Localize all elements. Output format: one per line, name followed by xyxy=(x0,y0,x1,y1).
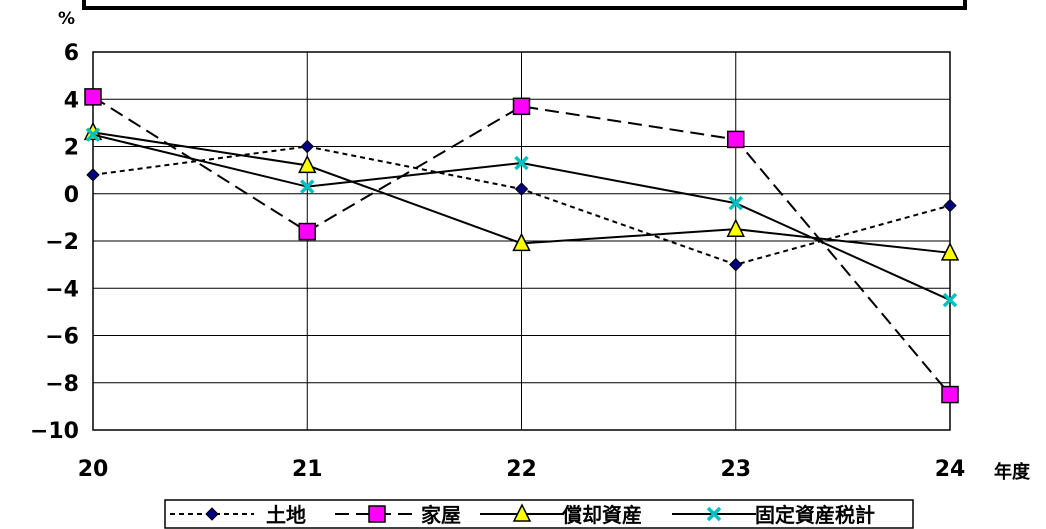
series-line xyxy=(92,96,951,396)
data-point xyxy=(942,292,958,308)
data-point xyxy=(941,385,959,404)
grid xyxy=(92,51,951,431)
data-point xyxy=(728,195,743,211)
y-axis-ticks: 6 4 2 0 −2 −4 −6 −8 −10 xyxy=(30,41,79,444)
data-point xyxy=(726,218,745,237)
data-point xyxy=(298,154,317,174)
x-unit-label: 年度 xyxy=(994,461,1031,483)
legend: 土地 家屋 償却資産 固定資産税計 xyxy=(164,499,914,529)
legend-swatch-marker xyxy=(512,503,532,522)
legend-swatch-marker xyxy=(368,505,386,523)
legend-item-4: 固定資産税計 xyxy=(672,503,875,527)
legend-label: 償却資産 xyxy=(561,503,642,527)
y-tick-label: 0 xyxy=(64,183,79,208)
legend-item-1: 土地 xyxy=(170,503,306,527)
legend-label: 家屋 xyxy=(421,503,461,527)
data-point xyxy=(300,139,314,154)
series-layer xyxy=(83,88,960,404)
series-2 xyxy=(84,88,959,404)
data-point xyxy=(514,182,529,196)
x-tick-label: 23 xyxy=(720,457,751,482)
x-tick-label: 20 xyxy=(78,457,109,482)
y-unit-label: % xyxy=(58,9,75,29)
y-tick-label: −2 xyxy=(45,230,79,255)
legend-swatch-marker xyxy=(205,507,219,521)
y-tick-label: 6 xyxy=(64,41,79,66)
data-point xyxy=(943,198,957,213)
data-point xyxy=(729,257,743,272)
legend-item-3: 償却資産 xyxy=(480,503,642,527)
data-point xyxy=(300,179,315,194)
legend-label: 土地 xyxy=(266,503,306,527)
data-point xyxy=(727,130,745,149)
y-tick-label: 4 xyxy=(64,88,79,113)
x-axis-ticks: 20 21 22 23 24 xyxy=(78,457,966,482)
series-3 xyxy=(83,121,960,261)
legend-item-2: 家屋 xyxy=(335,503,461,527)
data-point xyxy=(84,88,102,106)
data-point xyxy=(85,127,101,142)
data-point xyxy=(86,168,100,182)
x-tick-label: 21 xyxy=(292,457,323,482)
data-point xyxy=(512,232,531,252)
data-point xyxy=(514,155,529,171)
y-tick-label: −6 xyxy=(45,325,79,350)
x-tick-label: 22 xyxy=(506,457,537,482)
y-tick-label: −10 xyxy=(30,419,79,444)
header-box xyxy=(82,0,967,10)
legend-swatch-marker xyxy=(706,506,722,522)
data-point xyxy=(940,242,960,261)
legend-label: 固定資産税計 xyxy=(755,503,875,527)
y-tick-label: −4 xyxy=(45,277,79,302)
y-tick-label: 2 xyxy=(64,136,79,161)
data-point xyxy=(512,97,531,116)
series-1 xyxy=(86,139,957,272)
x-tick-label: 24 xyxy=(935,457,966,482)
y-tick-label: −8 xyxy=(45,372,79,397)
series-4 xyxy=(85,127,958,308)
data-point xyxy=(298,222,316,241)
